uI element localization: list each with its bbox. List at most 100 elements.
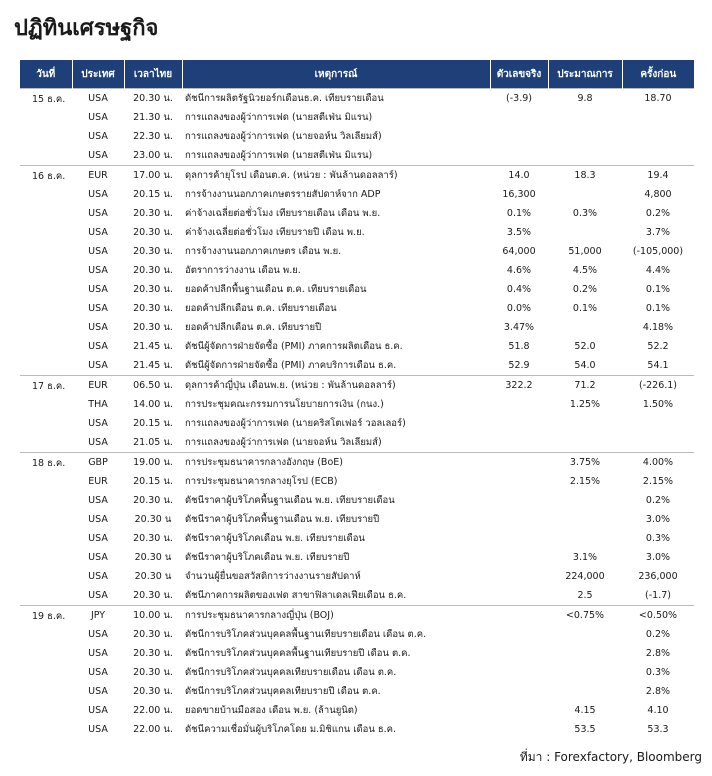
- forecast-cell: [548, 108, 622, 127]
- actual-cell: [490, 395, 548, 414]
- event-cell: จำนวนผู้ยื่นขอสวัสดิการว่างงานรายสัปดาห์: [185, 571, 361, 582]
- time-cell: 21.05 น.: [133, 437, 173, 448]
- source-note: ที่มา : Forexfactory, Bloomberg: [519, 750, 702, 764]
- table-row: USA 20.30 น. การจ้างงานนอกภาคเกษตร เดือน พ…: [20, 242, 694, 261]
- table-row: USA 20.30 น. ยอดค้าปลีกพื้นฐานเดือน ต.ค. เ…: [20, 280, 694, 299]
- time-cell: 20.30 น: [134, 552, 172, 563]
- previous-cell: 0.3%: [645, 533, 671, 544]
- forecast-cell: [548, 491, 622, 510]
- time-cell: 20.30 น.: [133, 590, 173, 601]
- table-row: EUR 20.15 น. การประชุมธนาคารกลางยุโรป (ECB…: [20, 472, 694, 491]
- forecast-cell: [548, 146, 622, 166]
- column-header: ตัวเลขจริง: [489, 60, 548, 89]
- country-cell: EUR: [88, 476, 108, 487]
- table-row: USA 20.30 น ดัชนีราคาผู้บริโภคพื้นฐานเดือน…: [20, 510, 694, 529]
- country-cell: THA: [88, 399, 108, 410]
- actual-cell: [490, 127, 548, 146]
- time-cell: 20.30 น.: [133, 533, 173, 544]
- forecast-cell: 0.1%: [572, 303, 598, 314]
- time-cell: 19.00 น.: [124, 452, 182, 472]
- event-cell: ยอดค้าปลีกเดือน ต.ค. เทียบรายเดือน: [185, 303, 337, 314]
- table-row: USA 21.45 น. ดัชนีผู้จัดการฝ่ายจัดซื้อ (PM…: [20, 356, 694, 376]
- forecast-cell: 3.1%: [572, 552, 598, 563]
- time-cell: 21.30 น.: [133, 112, 173, 123]
- previous-cell: 4.4%: [645, 265, 671, 276]
- country-cell: USA: [88, 341, 108, 352]
- event-cell: ดัชนีราคาผู้บริโภคเดือน พ.ย. เทียบรายปี: [185, 552, 350, 563]
- time-cell: 20.30 น.: [133, 227, 173, 238]
- table-row: USA 20.30 น. ดัชนีราคาผู้บริโภคพื้นฐานเดือ…: [20, 491, 694, 510]
- column-header: เวลาไทย: [123, 60, 182, 89]
- event-cell: ดัชนีการบริโภคส่วนบุคคลเทียบรายเดือน เดื…: [185, 667, 397, 678]
- country-cell: USA: [88, 571, 108, 582]
- event-cell: การแถลงของผู้ว่าการเฟด (นายจอห์น วิลเลีย…: [185, 437, 382, 448]
- date-cell: 16 ธ.ค.: [20, 165, 72, 376]
- country-cell: EUR: [72, 165, 124, 185]
- forecast-cell: 2.5: [577, 590, 593, 601]
- actual-cell: [490, 625, 548, 644]
- time-cell: 20.30 น.: [133, 322, 173, 333]
- event-cell: อัตราการว่างงาน เดือน พ.ย.: [185, 265, 301, 276]
- country-cell: USA: [88, 686, 108, 697]
- previous-cell: (-226.1): [622, 375, 694, 395]
- country-cell: USA: [72, 88, 124, 108]
- previous-cell: 0.1%: [645, 303, 671, 314]
- column-header: ประมาณการ: [547, 60, 622, 89]
- country-cell: USA: [88, 208, 108, 219]
- actual-cell: 3.47%: [503, 322, 535, 333]
- country-cell: USA: [88, 514, 108, 525]
- actual-cell: 16,300: [502, 189, 536, 200]
- forecast-cell: 54.0: [574, 360, 596, 371]
- actual-cell: 0.1%: [506, 208, 532, 219]
- event-cell: การประชุมธนาคารกลางญี่ปุ่น (BOJ): [182, 605, 490, 625]
- table-row: USA 20.15 น. การจ้างงานนอกภาคเกษตรรายสัปดา…: [20, 185, 694, 204]
- previous-cell: (-1.7): [645, 590, 671, 601]
- event-cell: การประชุมคณะกรรมการนโยบายการเงิน (กนง.): [185, 399, 384, 410]
- time-cell: 20.30 น: [134, 514, 172, 525]
- actual-cell: 3.5%: [506, 227, 532, 238]
- previous-cell: 3.0%: [645, 552, 671, 563]
- time-cell: 20.30 น.: [133, 495, 173, 506]
- previous-cell: 4.00%: [622, 452, 694, 472]
- table-row: USA 20.30 น. ดัชนีภาคการผลิตของเฟด สาขาฟิล…: [20, 586, 694, 606]
- table-row: USA 20.30 น. ค่าจ้างเฉลี่ยต่อชั่วโมง เทียบ…: [20, 204, 694, 223]
- country-cell: USA: [88, 648, 108, 659]
- table-row: USA 20.30 น. ดัชนีการบริโภคส่วนบุคคลพื้นฐา…: [20, 625, 694, 644]
- event-cell: การจ้างงานนอกภาคเกษตรรายสัปดาห์จาก ADP: [185, 189, 381, 200]
- actual-cell: [490, 433, 548, 453]
- actual-cell: [490, 605, 548, 625]
- country-cell: GBP: [72, 452, 124, 472]
- table-row: USA 21.05 น. การแถลงของผู้ว่าการเฟด (นายจอ…: [20, 433, 694, 453]
- event-cell: ดัชนีราคาผู้บริโภคพื้นฐานเดือน พ.ย. เทีย…: [185, 495, 395, 506]
- event-cell: การแถลงของผู้ว่าการเฟด (นายสตีเฟ่น มิแรน…: [185, 112, 373, 123]
- forecast-cell: [548, 433, 622, 453]
- time-cell: 20.15 น.: [133, 476, 173, 487]
- previous-cell: 3.0%: [645, 514, 671, 525]
- previous-cell: 0.2%: [645, 208, 671, 219]
- date-cell: 15 ธ.ค.: [20, 88, 72, 166]
- previous-cell: 236,000: [638, 571, 678, 582]
- actual-cell: 4.6%: [506, 265, 532, 276]
- country-cell: USA: [88, 705, 108, 716]
- time-cell: 21.45 น.: [133, 360, 173, 371]
- country-cell: USA: [88, 629, 108, 640]
- forecast-cell: 0.2%: [572, 284, 598, 295]
- forecast-cell: [548, 127, 622, 146]
- actual-cell: 322.2: [490, 375, 548, 395]
- table-row: 17 ธ.ค. EUR 06.50 น. ดุลการค้าญี่ปุ่น เดือน…: [20, 375, 694, 453]
- actual-cell: 51.8: [508, 341, 530, 352]
- forecast-cell: 18.3: [548, 165, 622, 185]
- forecast-cell: [548, 223, 622, 242]
- actual-cell: 14.0: [490, 165, 548, 185]
- event-cell: การประชุมธนาคารกลางอังกฤษ (BoE): [182, 452, 490, 472]
- previous-cell: 2.15%: [642, 476, 674, 487]
- country-cell: USA: [88, 724, 108, 735]
- actual-cell: [490, 491, 548, 510]
- time-cell: 20.30 น.: [133, 265, 173, 276]
- time-cell: 23.00 น.: [133, 150, 173, 161]
- country-cell: USA: [88, 265, 108, 276]
- date-cell: 17 ธ.ค.: [20, 375, 72, 453]
- time-cell: 20.30 น.: [133, 648, 173, 659]
- time-cell: 20.30 น.: [124, 88, 182, 108]
- table-row: USA 20.30 น. ดัชนีการบริโภคส่วนบุคคลเทียบร…: [20, 682, 694, 701]
